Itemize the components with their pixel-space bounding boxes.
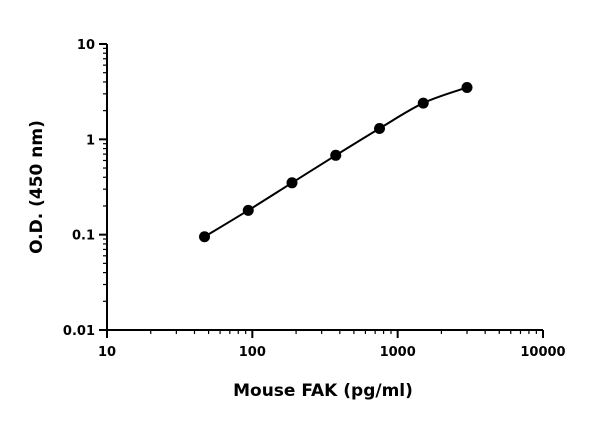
data-point [417,97,429,109]
axes [106,44,543,331]
x-axis-title: Mouse FAK (pg/ml) [233,381,413,401]
data-points [199,81,473,243]
data-point [461,81,473,93]
x-tick-label: 10 [98,345,116,360]
y-axis-title: O.D. (450 nm) [27,120,47,254]
data-point [330,149,342,161]
data-point [242,204,254,216]
y-tick-label: 0.01 [63,324,95,339]
data-point [286,177,298,189]
fit-curve-layer [203,86,468,238]
y-tick-label: 0.1 [72,229,95,244]
data-point [199,231,211,243]
data-point [374,122,386,134]
axis-tick-labels: 10 100 1000 10000 0.01 0.1 1 10 [63,38,566,360]
x-tick-label: 100 [239,345,266,360]
x-tick-label: 10000 [520,345,565,360]
axis-ticks [99,43,544,338]
x-tick-label: 1000 [380,345,416,360]
fit-curve [203,86,468,238]
y-tick-label: 10 [77,38,95,53]
y-tick-label: 1 [86,133,95,148]
